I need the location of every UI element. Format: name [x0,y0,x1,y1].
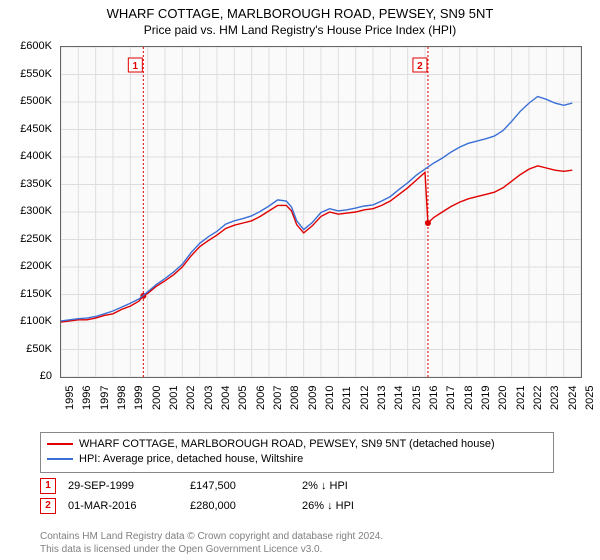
x-tick-label: 2002 [185,386,197,410]
x-tick-label: 2004 [220,386,232,410]
svg-text:2: 2 [417,61,423,72]
x-tick-label: 2007 [272,386,284,410]
y-tick-label: £50K [8,343,52,355]
transaction-price: £280,000 [190,496,302,516]
y-tick-label: £500K [8,95,52,107]
x-tick-label: 2000 [151,386,163,410]
footer-line1: Contains HM Land Registry data © Crown c… [40,531,383,544]
y-tick-label: £450K [8,123,52,135]
plot-area: 12 [60,46,582,378]
x-tick-label: 1997 [99,386,111,410]
x-tick-label: 2001 [168,386,180,410]
transaction-row: 2 01-MAR-2016 £280,000 26% ↓ HPI [40,496,366,516]
x-tick-label: 2022 [532,386,544,410]
svg-text:1: 1 [133,61,139,72]
x-tick-label: 2017 [445,386,457,410]
footer-attribution: Contains HM Land Registry data © Crown c… [40,531,383,556]
chart-container: WHARF COTTAGE, MARLBOROUGH ROAD, PEWSEY,… [0,0,600,560]
transaction-marker-2: 2 [40,498,56,514]
transaction-date: 29-SEP-1999 [68,476,190,496]
x-tick-label: 2025 [584,386,596,410]
y-tick-label: £400K [8,150,52,162]
legend-box: WHARF COTTAGE, MARLBOROUGH ROAD, PEWSEY,… [40,432,554,473]
y-tick-label: £600K [8,40,52,52]
x-tick-label: 2011 [341,386,353,410]
y-tick-label: £350K [8,178,52,190]
legend-swatch-hpi [47,458,73,460]
plot-svg: 12 [61,47,581,377]
x-tick-label: 2010 [324,386,336,410]
x-tick-label: 2021 [515,386,527,410]
transaction-date: 01-MAR-2016 [68,496,190,516]
x-tick-label: 1999 [133,386,145,410]
transactions-table: 1 29-SEP-1999 £147,500 2% ↓ HPI 2 01-MAR… [40,476,366,516]
y-tick-label: £250K [8,233,52,245]
x-tick-label: 2009 [307,386,319,410]
x-tick-label: 1998 [116,386,128,410]
y-tick-label: £0 [8,370,52,382]
x-tick-label: 2003 [203,386,215,410]
transaction-delta: 26% ↓ HPI [302,496,366,516]
x-tick-label: 2013 [376,386,388,410]
x-tick-label: 2018 [463,386,475,410]
y-tick-label: £100K [8,315,52,327]
x-tick-label: 2012 [359,386,371,410]
y-tick-label: £300K [8,205,52,217]
legend-label-property: WHARF COTTAGE, MARLBOROUGH ROAD, PEWSEY,… [79,437,495,452]
legend-row-property: WHARF COTTAGE, MARLBOROUGH ROAD, PEWSEY,… [47,437,547,452]
x-tick-label: 2023 [549,386,561,410]
y-tick-label: £200K [8,260,52,272]
legend-row-hpi: HPI: Average price, detached house, Wilt… [47,452,547,467]
x-tick-label: 2008 [289,386,301,410]
y-tick-label: £550K [8,68,52,80]
y-tick-label: £150K [8,288,52,300]
x-tick-label: 2016 [428,386,440,410]
x-tick-label: 2024 [567,386,579,410]
transaction-delta: 2% ↓ HPI [302,476,366,496]
transaction-row: 1 29-SEP-1999 £147,500 2% ↓ HPI [40,476,366,496]
x-tick-label: 1996 [81,386,93,410]
footer-line2: This data is licensed under the Open Gov… [40,544,383,557]
chart-title-line2: Price paid vs. HM Land Registry's House … [0,23,600,41]
chart-title-line1: WHARF COTTAGE, MARLBOROUGH ROAD, PEWSEY,… [0,0,600,23]
x-tick-label: 2014 [393,386,405,410]
transaction-price: £147,500 [190,476,302,496]
legend-swatch-property [47,443,73,445]
legend-label-hpi: HPI: Average price, detached house, Wilt… [79,452,303,467]
x-tick-label: 1995 [64,386,76,410]
x-tick-label: 2019 [480,386,492,410]
x-tick-label: 2006 [255,386,267,410]
x-tick-label: 2020 [497,386,509,410]
x-tick-label: 2005 [237,386,249,410]
x-tick-label: 2015 [411,386,423,410]
plot-wrap: £0 £50K £100K £150K £200K £250K £300K £350K £400… [8,42,592,422]
transaction-marker-1: 1 [40,478,56,494]
